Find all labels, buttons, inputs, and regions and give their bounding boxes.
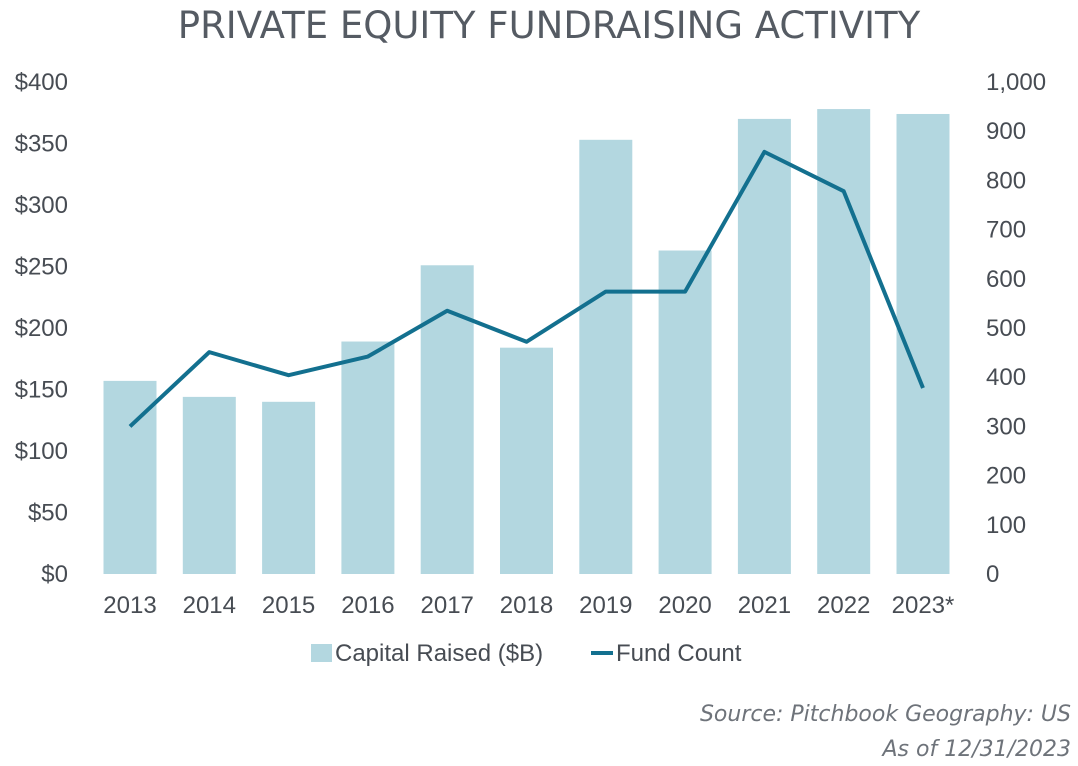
- chart-title: PRIVATE EQUITY FUNDRAISING ACTIVITY: [178, 4, 921, 47]
- bar-2019: [579, 139, 633, 574]
- left-tick-label: $200: [15, 315, 68, 342]
- right-tick-label: 900: [986, 118, 1026, 145]
- line-series: [128, 149, 925, 428]
- left-tick-label: $0: [41, 561, 68, 588]
- right-tick-label: 400: [986, 364, 1026, 391]
- right-tick-label: 200: [986, 463, 1026, 490]
- left-tick-label: $250: [15, 254, 68, 281]
- x-tick-label: 2021: [738, 592, 791, 619]
- x-tick-label: 2017: [421, 592, 474, 619]
- bar-2021: [737, 118, 791, 575]
- left-tick-label: $400: [15, 69, 68, 96]
- bar-2018: [500, 347, 553, 574]
- x-tick-label: 2022: [817, 592, 870, 619]
- right-tick-label: 700: [986, 217, 1026, 244]
- x-tick-label: 2018: [500, 592, 553, 619]
- bar-2022: [817, 109, 871, 574]
- right-axis: 0 100 200 300 400 500 600 700 800 900 1,000: [986, 69, 1046, 588]
- x-tick-label: 2019: [579, 592, 632, 619]
- x-tick-label: 2016: [341, 592, 394, 619]
- as-of-date: As of 12/31/2023: [880, 737, 1071, 762]
- bar-2016: [341, 341, 395, 574]
- right-tick-label: 600: [986, 266, 1026, 293]
- legend-label-capital-raised: Capital Raised ($B): [335, 640, 543, 667]
- source-note: Source: Pitchbook Geography: US: [700, 702, 1071, 727]
- bar-2013: [103, 380, 157, 574]
- left-axis: $0 $50 $100 $150 $200 $250 $300 $350 $400: [15, 69, 68, 588]
- x-axis: 2013 2014 2015 2016 2017 2018 2019 2020 2021 2022…: [103, 592, 954, 619]
- bar-2014: [182, 396, 236, 574]
- legend-label-fund-count: Fund Count: [616, 640, 742, 667]
- right-tick-label: 300: [986, 413, 1026, 440]
- bar-2015: [262, 401, 316, 574]
- x-tick-label: 2015: [262, 592, 315, 619]
- left-tick-label: $100: [15, 438, 68, 465]
- left-tick-label: $50: [28, 500, 68, 527]
- right-tick-label: 0: [986, 561, 999, 588]
- legend: Capital Raised ($B) Fund Count: [311, 640, 742, 667]
- right-tick-label: 800: [986, 167, 1026, 194]
- right-tick-label: 100: [986, 512, 1026, 539]
- left-tick-label: $150: [15, 377, 68, 404]
- right-tick-label: 1,000: [986, 69, 1046, 96]
- x-tick-label: 2014: [183, 592, 236, 619]
- left-tick-label: $300: [15, 192, 68, 219]
- right-tick-label: 500: [986, 315, 1026, 342]
- left-tick-label: $350: [15, 131, 68, 158]
- x-tick-label: 2020: [658, 592, 711, 619]
- x-tick-label: 2013: [103, 592, 156, 619]
- bar-2020: [658, 250, 712, 574]
- x-tick-label: 2023*: [892, 592, 955, 619]
- legend-swatch-capital-raised: [311, 644, 332, 662]
